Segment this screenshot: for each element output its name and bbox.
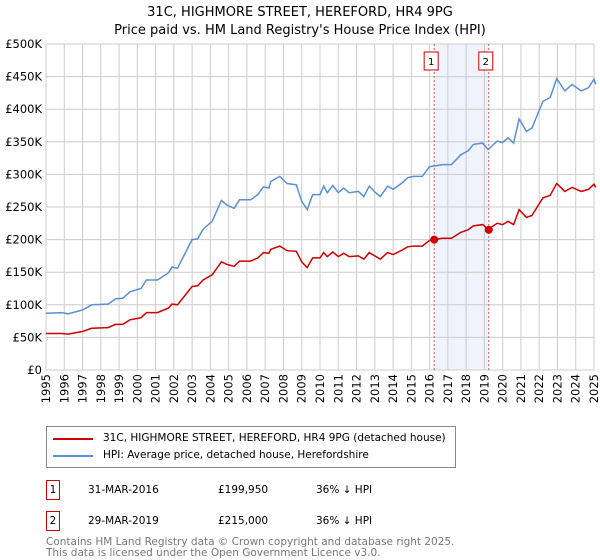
x-tick-label: 2001 [149,374,163,403]
x-tick-label: 2003 [185,374,199,403]
x-tick-label: 2005 [222,374,236,403]
sale-marker-badge: 1 [46,479,60,500]
y-tick-label: £250K [5,200,42,214]
plot-border [45,43,595,371]
title-line: 31C, HIGHMORE STREET, HEREFORD, HR4 9PG [147,5,453,20]
legend-swatch-red [53,437,93,440]
x-tick-label: 2007 [258,374,272,403]
y-tick-label: £350K [5,135,42,149]
x-tick-label: 2020 [496,374,510,403]
price-line [46,182,597,335]
x-tick-label: 2009 [295,374,309,403]
x-tick-label: 2002 [167,374,181,403]
x-tick-label: 1996 [57,374,71,403]
sale-point [430,235,439,244]
x-tick-label: 2016 [423,374,437,403]
footer-line: Contains HM Land Registry data © Crown c… [46,536,455,548]
y-tick-label: £200K [5,233,42,247]
sale-label: 1 [428,57,434,68]
hpi-line [45,76,597,315]
footer-line: This data is licensed under the Open Gov… [46,547,381,559]
sale-date: 31-MAR-2016 [88,483,159,496]
y-tick-label: £500K [5,37,42,51]
y-tick-label: £150K [5,265,42,279]
legend-swatch-blue [53,454,93,457]
sale-marker-badge: 2 [46,510,60,531]
sale-point [484,225,493,234]
x-tick-label: 1995 [39,374,53,403]
sale-date: 29-MAR-2019 [88,514,159,527]
legend-label: 31C, HIGHMORE STREET, HEREFORD, HR4 9PG … [103,432,446,444]
x-tick-label: 2013 [368,374,382,403]
x-tick-label: 2000 [130,374,144,403]
x-tick-label: 1997 [76,374,90,403]
x-tick-label: 2010 [313,374,327,403]
y-tick-label: £450K [5,70,42,84]
legend-item-price: 31C, HIGHMORE STREET, HEREFORD, HR4 9PG … [53,432,446,445]
x-tick-label: 2008 [276,374,290,403]
sale-label-box [423,51,439,71]
x-tick-label: 2023 [550,374,564,403]
y-tick-label: £100K [5,298,42,312]
subtitle-line: Price paid vs. HM Land Registry's House … [114,23,486,38]
x-tick-label: 2004 [203,374,217,403]
legend: 31C, HIGHMORE STREET, HEREFORD, HR4 9PG … [46,426,456,468]
sale-label-box [478,51,494,71]
legend-item-hpi: HPI: Average price, detached house, Here… [53,449,369,462]
x-tick-label: 2015 [404,374,418,403]
x-tick-label: 2025 [587,374,600,403]
y-tick-label: £400K [5,102,42,116]
table-row: 2 29-MAR-2019 £215,000 36% ↓ HPI [46,505,372,536]
x-tick-label: 2012 [350,374,364,403]
x-tick-label: 2006 [240,374,254,403]
x-tick-label: 2017 [441,374,455,403]
sale-price: £199,950 [218,483,269,496]
y-tick-label: £0 [27,363,42,377]
y-tick-label: £50K [13,330,43,344]
plot-area: £0 £50K £100K £150K £200K £250K £300K £350K £400… [5,37,600,403]
sales-table: 1 31-MAR-2016 £199,950 36% ↓ HPI 2 29-MA… [46,474,372,536]
chart-title: 31C, HIGHMORE STREET, HEREFORD, HR4 9PG … [0,4,600,40]
x-tick-label: 1998 [94,374,108,403]
x-tick-label: 2024 [569,374,583,403]
sale-hpi-diff: 36% ↓ HPI [316,483,373,496]
sale-hpi-diff: 36% ↓ HPI [316,514,373,527]
sale-price: £215,000 [218,514,269,527]
x-tick-label: 2022 [532,374,546,403]
x-tick-label: 2021 [514,374,528,403]
x-tick-label: 1999 [112,374,126,403]
x-tick-label: 2018 [459,374,473,403]
y-tick-label: £300K [5,167,42,181]
x-tick-label: 2011 [331,374,345,403]
table-row: 1 31-MAR-2016 £199,950 36% ↓ HPI [46,474,372,505]
sale-label: 2 [483,57,489,68]
x-tick-label: 2014 [386,374,400,403]
footer-attribution: Contains HM Land Registry data © Crown c… [46,537,454,559]
x-tick-label: 2019 [477,374,491,403]
legend-label: HPI: Average price, detached house, Here… [103,449,369,461]
